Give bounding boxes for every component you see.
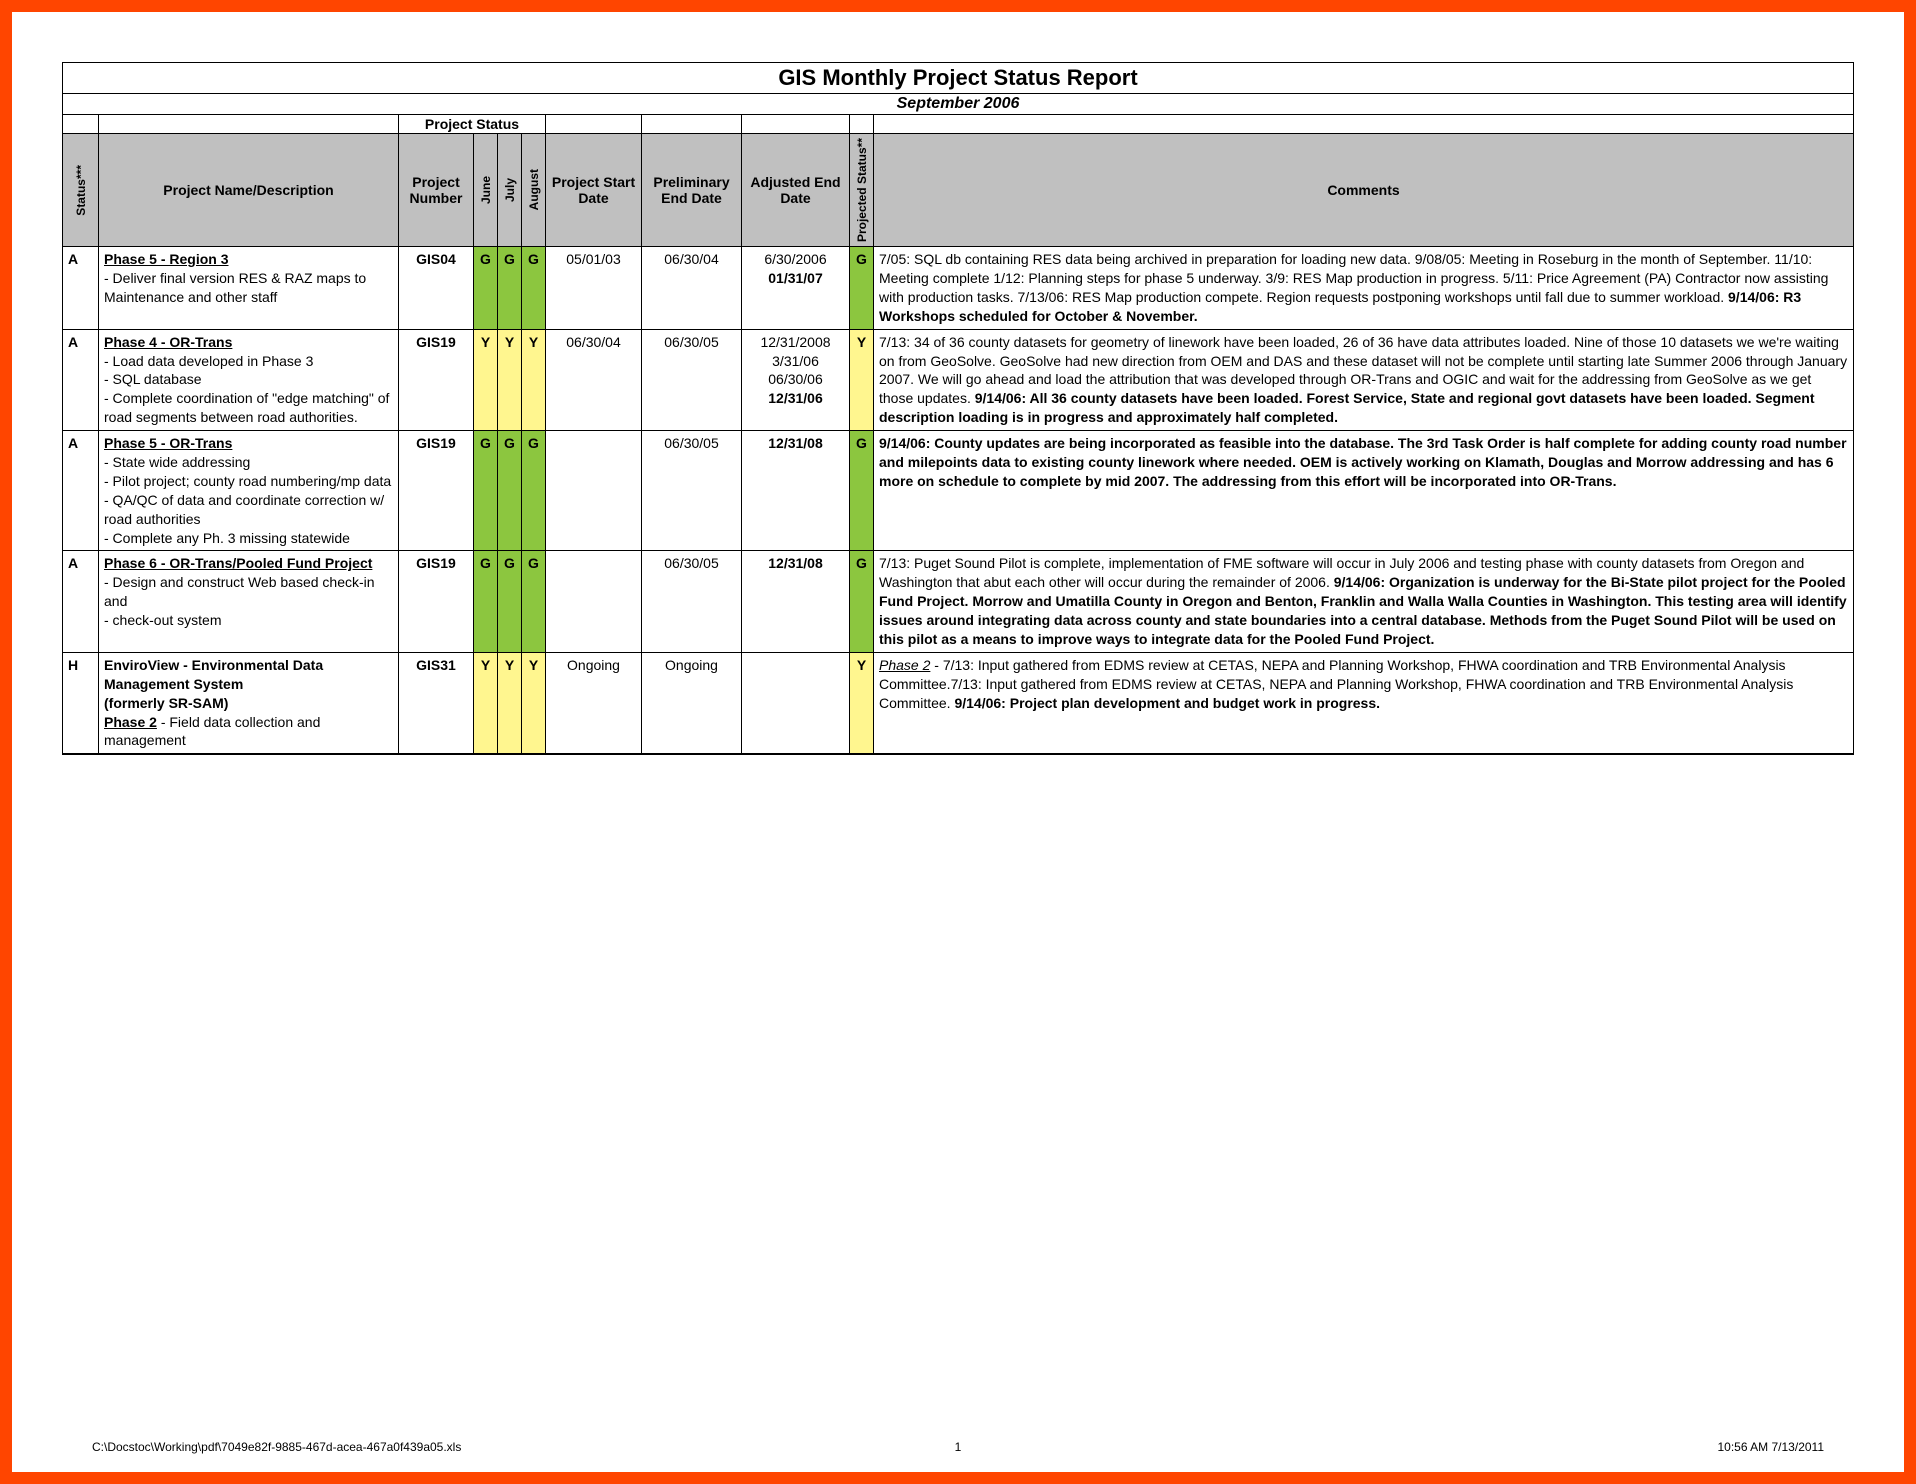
adjusted-end-cell	[742, 653, 850, 753]
jun-status-cell: G	[474, 551, 498, 651]
aug-status-cell: Y	[522, 653, 546, 753]
page-frame: GIS Monthly Project Status Report Septem…	[0, 0, 1916, 1484]
header-status: Status***	[63, 134, 99, 246]
adjusted-end-cell: 12/31/08	[742, 431, 850, 550]
status-cell: H	[63, 653, 99, 753]
aug-status-cell: G	[522, 551, 546, 651]
projected-status-cell: Y	[850, 330, 874, 430]
header-prelim-end: Preliminary End Date	[642, 134, 742, 246]
adjusted-end-cell: 12/31/08	[742, 551, 850, 651]
rows-container: APhase 5 - Region 3 - Deliver final vers…	[63, 247, 1853, 754]
status-cell: A	[63, 330, 99, 430]
start-date-cell: Ongoing	[546, 653, 642, 753]
prelim-end-cell: 06/30/05	[642, 330, 742, 430]
aug-status-cell: Y	[522, 330, 546, 430]
report-subtitle: September 2006	[63, 94, 1853, 115]
jun-status-cell: G	[474, 431, 498, 550]
header-adj-end: Adjusted End Date	[742, 134, 850, 246]
project-status-label: Project Status	[399, 115, 546, 133]
footer-page: 1	[955, 1440, 962, 1454]
header-row: Status*** Project Name/Description Proje…	[63, 134, 1853, 247]
jul-status-cell: G	[498, 431, 522, 550]
description-cell: Phase 4 - OR-Trans - Load data developed…	[99, 330, 399, 430]
page-footer: C:\Docstoc\Working\pdf\7049e82f-9885-467…	[92, 1440, 1824, 1454]
comments-cell: 9/14/06: County updates are being incorp…	[874, 431, 1853, 550]
jun-status-cell: Y	[474, 653, 498, 753]
header-june: June	[474, 134, 498, 246]
header-name: Project Name/Description	[99, 134, 399, 246]
adjusted-end-cell: 6/30/200601/31/07	[742, 247, 850, 329]
table-row: APhase 5 - Region 3 - Deliver final vers…	[63, 247, 1853, 330]
header-july: July	[498, 134, 522, 246]
project-number-cell: GIS19	[399, 431, 474, 550]
start-date-cell	[546, 551, 642, 651]
jun-status-cell: Y	[474, 330, 498, 430]
footer-path: C:\Docstoc\Working\pdf\7049e82f-9885-467…	[92, 1440, 461, 1454]
comments-cell: Phase 2 - 7/13: Input gathered from EDMS…	[874, 653, 1853, 753]
prelim-end-cell: 06/30/05	[642, 551, 742, 651]
comments-cell: 7/13: 34 of 36 county datasets for geome…	[874, 330, 1853, 430]
aug-status-cell: G	[522, 431, 546, 550]
header-comments: Comments	[874, 134, 1853, 246]
description-cell: Phase 5 - OR-Trans - State wide addressi…	[99, 431, 399, 550]
project-number-cell: GIS31	[399, 653, 474, 753]
jul-status-cell: Y	[498, 653, 522, 753]
start-date-cell: 05/01/03	[546, 247, 642, 329]
prelim-end-cell: 06/30/04	[642, 247, 742, 329]
jul-status-cell: G	[498, 551, 522, 651]
status-cell: A	[63, 431, 99, 550]
aug-status-cell: G	[522, 247, 546, 329]
prelim-end-cell: 06/30/05	[642, 431, 742, 550]
prelim-end-cell: Ongoing	[642, 653, 742, 753]
report-table: GIS Monthly Project Status Report Septem…	[62, 62, 1854, 755]
jul-status-cell: G	[498, 247, 522, 329]
description-cell: Phase 5 - Region 3 - Deliver final versi…	[99, 247, 399, 329]
description-cell: EnviroView - Environmental Data Manageme…	[99, 653, 399, 753]
projected-status-cell: G	[850, 431, 874, 550]
jun-status-cell: G	[474, 247, 498, 329]
project-number-cell: GIS19	[399, 551, 474, 651]
status-cell: A	[63, 247, 99, 329]
start-date-cell: 06/30/04	[546, 330, 642, 430]
header-number: Project Number	[399, 134, 474, 246]
status-cell: A	[63, 551, 99, 651]
description-cell: Phase 6 - OR-Trans/Pooled Fund Project -…	[99, 551, 399, 651]
projected-status-cell: G	[850, 247, 874, 329]
projected-status-cell: Y	[850, 653, 874, 753]
footer-timestamp: 10:56 AM 7/13/2011	[1717, 1440, 1824, 1454]
header-august: August	[522, 134, 546, 246]
report-title: GIS Monthly Project Status Report	[63, 63, 1853, 94]
adjusted-end-cell: 12/31/20083/31/0606/30/0612/31/06	[742, 330, 850, 430]
table-row: APhase 6 - OR-Trans/Pooled Fund Project …	[63, 551, 1853, 652]
project-number-cell: GIS19	[399, 330, 474, 430]
header-projected-status: Projected Status**	[850, 134, 874, 246]
project-number-cell: GIS04	[399, 247, 474, 329]
header-start-date: Project Start Date	[546, 134, 642, 246]
table-row: A Phase 5 - OR-Trans - State wide addres…	[63, 431, 1853, 551]
comments-cell: 7/05: SQL db containing RES data being a…	[874, 247, 1853, 329]
table-row: APhase 4 - OR-Trans - Load data develope…	[63, 330, 1853, 431]
projected-status-cell: G	[850, 551, 874, 651]
jul-status-cell: Y	[498, 330, 522, 430]
comments-cell: 7/13: Puget Sound Pilot is complete, imp…	[874, 551, 1853, 651]
start-date-cell	[546, 431, 642, 550]
project-status-band: Project Status	[63, 115, 1853, 134]
table-row: HEnviroView - Environmental Data Managem…	[63, 653, 1853, 754]
